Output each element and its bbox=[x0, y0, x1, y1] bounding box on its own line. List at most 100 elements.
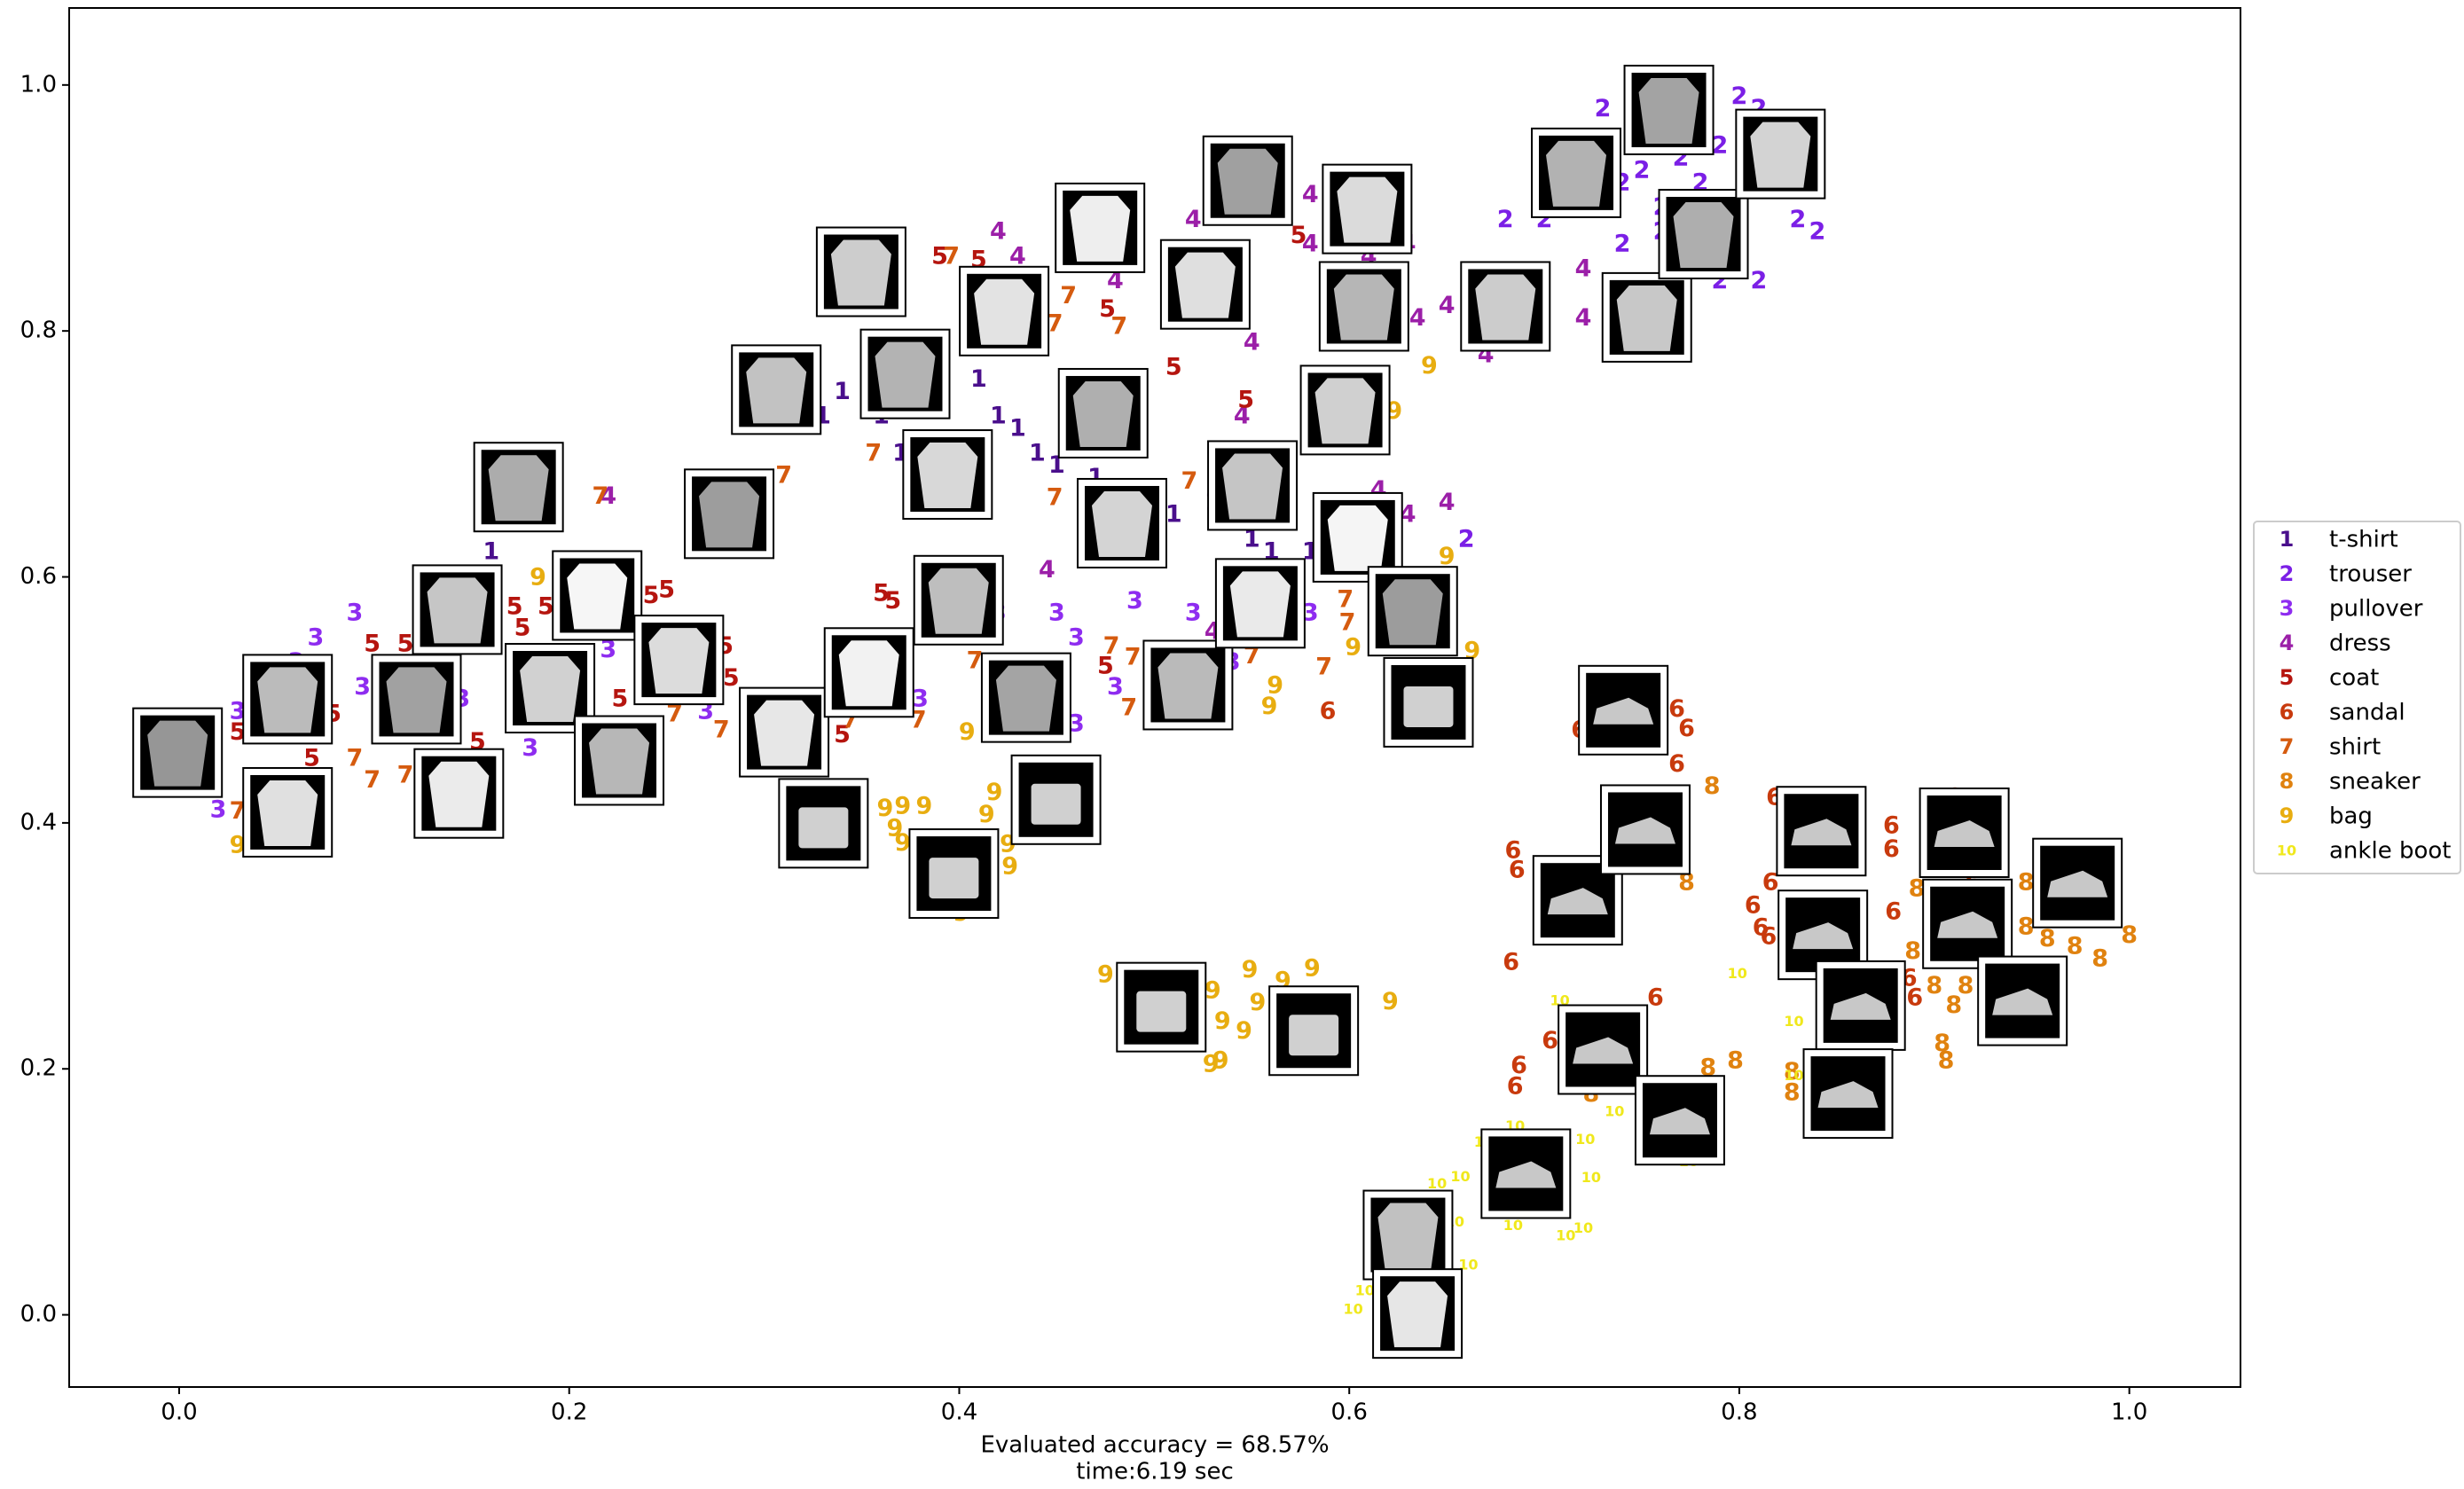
point-label: 5 bbox=[303, 744, 320, 772]
point-label: 5 bbox=[1165, 353, 1182, 380]
thumbnail-shape bbox=[1638, 78, 1699, 145]
legend-label: sandal bbox=[2329, 700, 2405, 726]
point-label: 10 bbox=[1784, 1013, 1803, 1030]
x-tick-label: 0.4 bbox=[941, 1399, 977, 1426]
thumbnail-shape bbox=[257, 780, 318, 846]
x-tick-label: 0.0 bbox=[161, 1399, 197, 1426]
point-label: 1 bbox=[1244, 525, 1260, 552]
thumbnail-shape bbox=[1333, 274, 1394, 341]
thumbnail-shape bbox=[1791, 819, 1852, 846]
thumbnail-shape bbox=[1830, 992, 1891, 1020]
point-label: 3 bbox=[600, 636, 616, 663]
point-label: 6 bbox=[1542, 1027, 1558, 1054]
point-label: 7 bbox=[1337, 585, 1354, 613]
point-label: 9 bbox=[1097, 960, 1114, 988]
point-label: 9 bbox=[1214, 1007, 1231, 1035]
point-label: 1 bbox=[1165, 501, 1182, 529]
point-label: 8 bbox=[1958, 972, 1974, 999]
thumbnail-shape bbox=[1314, 378, 1376, 444]
thumbnail-shape bbox=[520, 656, 581, 723]
point-label: 9 bbox=[1205, 976, 1221, 1004]
x-tick-label: 0.6 bbox=[1331, 1399, 1368, 1426]
point-label: 10 bbox=[1450, 1168, 1470, 1185]
point-label: 6 bbox=[1762, 868, 1779, 896]
x-label: Evaluated accuracy = 68.57% bbox=[980, 1432, 1329, 1459]
thumbnail-shape bbox=[1750, 121, 1811, 188]
thumbnail-shape bbox=[1136, 991, 1187, 1032]
point-label: 6 bbox=[1906, 984, 1923, 1012]
point-label: 7 bbox=[775, 461, 792, 489]
thumbnail-shape bbox=[1387, 1281, 1448, 1348]
point-label: 3 bbox=[1107, 673, 1124, 701]
point-label: 5 bbox=[643, 582, 660, 609]
point-label: 8 bbox=[1704, 772, 1721, 800]
point-label: 9 bbox=[1001, 852, 1018, 880]
thumbnail-shape bbox=[1157, 653, 1219, 719]
point-label: 7 bbox=[346, 744, 363, 772]
thumbnail-shape bbox=[1072, 380, 1134, 447]
point-label: 6 bbox=[1509, 856, 1526, 883]
point-label: 5 bbox=[364, 630, 381, 657]
legend-marker: 2 bbox=[2280, 561, 2295, 586]
point-label: 4 bbox=[1575, 255, 1592, 282]
point-label: 3 bbox=[230, 698, 247, 725]
point-label: 9 bbox=[1261, 693, 1278, 720]
point-label: 9 bbox=[915, 792, 932, 819]
legend: 1 t-shirt 2 trouser 3 pullover 4 dress 5 coat 6 san… bbox=[2253, 521, 2461, 874]
point-label: 7 bbox=[1047, 310, 1063, 338]
legend-marker: 3 bbox=[2280, 596, 2295, 621]
point-label: 10 bbox=[1427, 1175, 1447, 1192]
point-label: 2 bbox=[1790, 206, 1807, 233]
point-label: 5 bbox=[1237, 387, 1254, 414]
point-label: 5 bbox=[931, 242, 948, 270]
point-label: 7 bbox=[943, 242, 960, 270]
point-label: 6 bbox=[1883, 812, 1900, 840]
thumbnail-shape bbox=[1614, 817, 1675, 844]
legend-label: ankle boot bbox=[2329, 838, 2451, 865]
thumbnail-shape bbox=[875, 341, 936, 408]
point-label: 9 bbox=[230, 832, 247, 859]
point-label: 6 bbox=[1678, 715, 1695, 742]
point-label: 10 bbox=[1575, 1131, 1595, 1148]
plot-frame bbox=[68, 7, 2241, 1388]
point-label: 8 bbox=[2121, 921, 2138, 949]
point-label: 5 bbox=[723, 664, 740, 692]
point-label: 8 bbox=[1784, 1058, 1801, 1085]
point-label: 7 bbox=[967, 647, 984, 675]
point-label: 4 bbox=[1185, 206, 1202, 233]
point-label: 9 bbox=[1421, 352, 1438, 380]
legend-marker: 8 bbox=[2280, 769, 2295, 794]
thumbnail-shape bbox=[754, 700, 815, 766]
point-label: 9 bbox=[1236, 1017, 1252, 1045]
legend-label: bag bbox=[2329, 803, 2373, 830]
point-label: 10 bbox=[1784, 1067, 1803, 1084]
thumbnail-shape bbox=[147, 720, 208, 787]
thumbnail-shape bbox=[974, 278, 1035, 345]
point-label: 4 bbox=[990, 218, 1007, 246]
legend-marker: 7 bbox=[2280, 734, 2295, 759]
point-label: 7 bbox=[1315, 654, 1332, 681]
y-tick-label: 0.8 bbox=[20, 317, 57, 344]
point-label: 10 bbox=[1605, 1102, 1624, 1119]
point-label: 2 bbox=[1614, 231, 1631, 258]
legend-label: trouser bbox=[2329, 561, 2412, 588]
point-label: 3 bbox=[1185, 600, 1202, 627]
thumbnail-shape bbox=[1547, 888, 1608, 915]
point-label: 5 bbox=[397, 630, 414, 657]
thumbnail-shape bbox=[699, 482, 760, 548]
legend-label: t-shirt bbox=[2329, 527, 2398, 553]
point-label: 8 bbox=[1784, 1078, 1801, 1106]
point-label: 2 bbox=[1634, 156, 1651, 184]
point-label: 10 bbox=[1581, 1169, 1601, 1186]
point-label: 8 bbox=[2091, 944, 2108, 972]
point-label: 5 bbox=[884, 587, 901, 615]
point-label: 7 bbox=[1125, 644, 1142, 671]
point-label: 8 bbox=[2018, 868, 2035, 896]
point-label: 9 bbox=[959, 718, 976, 746]
point-label: 6 bbox=[1761, 922, 1777, 950]
legend-label: coat bbox=[2329, 665, 2379, 692]
point-label: 1 bbox=[990, 403, 1007, 430]
point-label: 4 bbox=[1234, 403, 1251, 430]
point-label: 4 bbox=[1039, 556, 1055, 584]
point-label: 7 bbox=[1060, 282, 1077, 310]
